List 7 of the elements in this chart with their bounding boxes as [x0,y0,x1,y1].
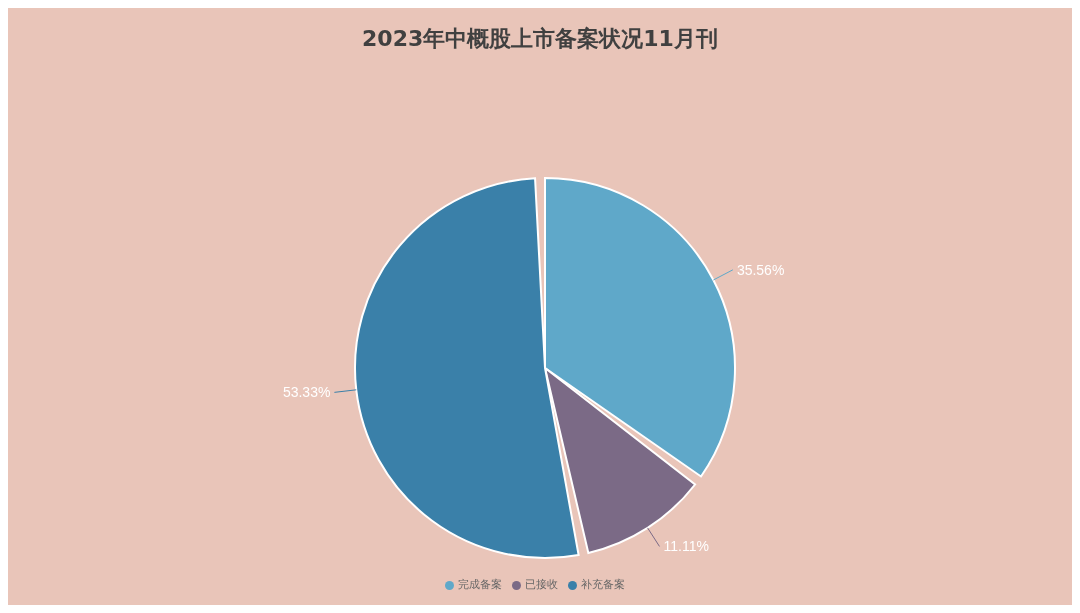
chart-title: 2023年中概股上市备案状况11月刊 [361,25,719,53]
data-label: 53.33% [282,384,331,401]
data-label: 11.11% [663,538,709,555]
legend-label: 补充备案 [581,578,625,591]
legend-label: 完成备案 [458,578,502,591]
legend-label: 已接收 [525,578,558,591]
data-label: 35.56% [736,261,785,278]
